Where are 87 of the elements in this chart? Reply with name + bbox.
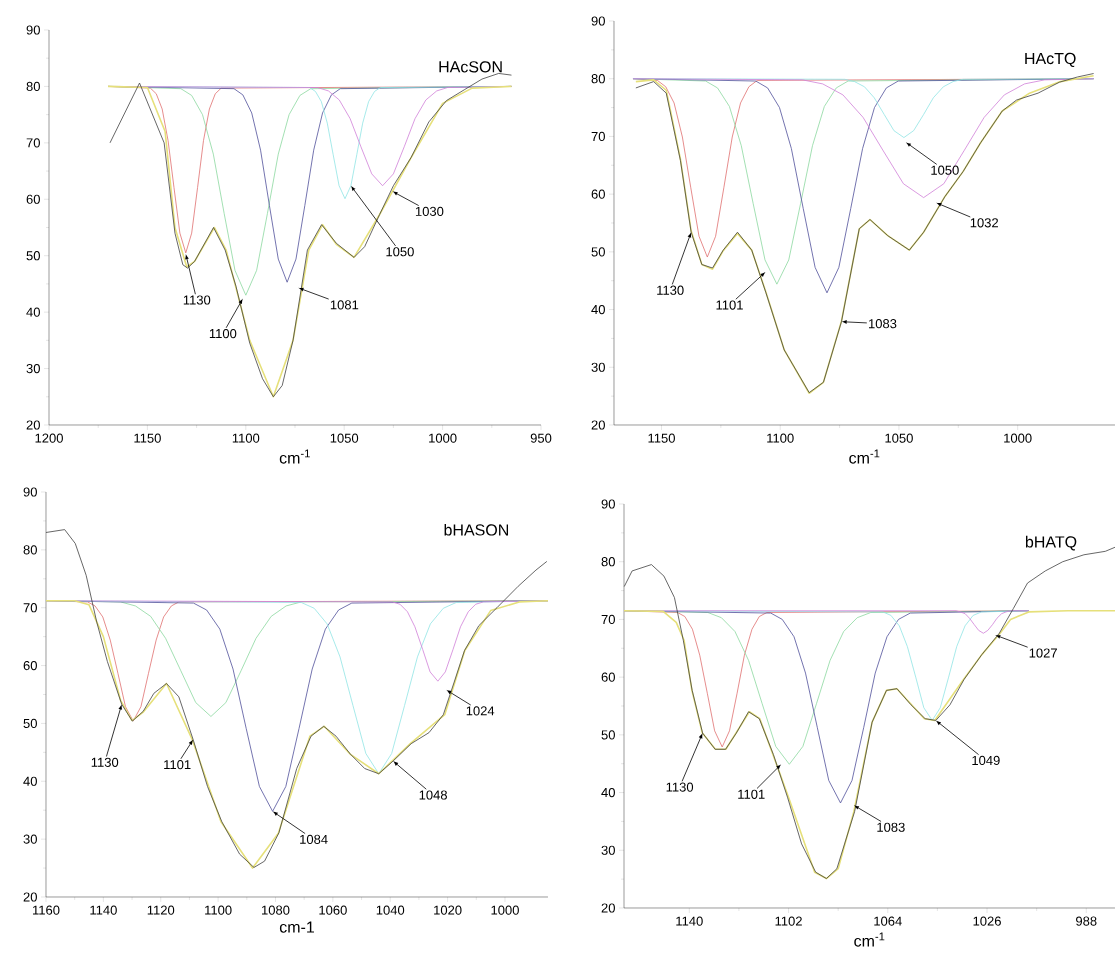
x-tick-label: 1050: [330, 433, 359, 443]
x-tick-label: 1060: [319, 905, 347, 915]
y-tick-label: 50: [23, 718, 37, 729]
x-tick-label: 1100: [205, 905, 232, 915]
x-tick-label: 988: [1076, 916, 1097, 926]
annotation: 1027: [1029, 648, 1057, 658]
annotation: 1024: [466, 706, 495, 716]
annotation: 1050: [386, 247, 414, 257]
y-tick-label: 40: [23, 776, 37, 786]
x-tick-label: 1150: [648, 433, 675, 443]
x-tick-label: 1080: [262, 905, 290, 915]
y-tick-label: 50: [26, 251, 40, 261]
x-tick-label: 1026: [973, 916, 1001, 926]
line-series: [632, 78, 1095, 198]
y-tick-label: 60: [601, 672, 615, 682]
x-axis-title: cm$^{-1}$: [849, 449, 880, 464]
line-series: [623, 609, 1116, 880]
y-tick-label: 40: [591, 304, 605, 315]
x-tick-label: 1040: [376, 905, 405, 915]
y-tick-label: 80: [591, 74, 605, 84]
x-tick-label: 1150: [134, 433, 161, 443]
annotation: 1101: [164, 760, 191, 770]
annotation: 1050: [931, 165, 959, 175]
x-tick-label: 1020: [434, 905, 462, 915]
x-tick-label: 1102: [775, 916, 802, 926]
annotation: 1083: [868, 319, 897, 329]
x-tick-label: 1200: [35, 433, 63, 443]
y-tick-label: 50: [601, 730, 615, 740]
y-tick-label: 50: [591, 247, 605, 257]
x-tick-label: 1140: [90, 905, 117, 915]
annotation: 1130: [91, 757, 119, 767]
y-tick-label: 90: [591, 16, 605, 26]
text: HAcSON: [439, 61, 502, 73]
annotation: 1130: [657, 285, 684, 295]
x-tick-label: 1100: [232, 433, 260, 443]
annotation: 1101: [738, 789, 765, 799]
y-tick-label: 60: [26, 194, 40, 204]
annotation: 1048: [419, 790, 447, 800]
y-tick-label: 20: [591, 420, 605, 430]
text: bHASON: [444, 523, 509, 536]
annotation: 1130: [666, 782, 694, 792]
y-tick-label: 90: [23, 487, 37, 497]
y-tick-label: 40: [601, 787, 615, 798]
y-tick-label: 60: [591, 189, 605, 199]
y-tick-label: 30: [591, 362, 605, 372]
y-tick-label: 70: [26, 138, 40, 148]
x-tick-label: 1140: [676, 916, 703, 926]
text: bHATQ: [1025, 535, 1077, 551]
x-axis-title: cm$^{-1}$: [854, 932, 885, 947]
y-tick-label: 30: [26, 363, 40, 374]
y-tick-label: 70: [601, 614, 615, 625]
x-axis-title: cm$^{-1}$: [279, 449, 310, 464]
y-tick-label: 90: [601, 499, 615, 509]
y-tick-label: 90: [26, 25, 40, 35]
y-tick-label: 60: [23, 660, 37, 671]
annotation: 1030: [415, 206, 444, 216]
annotation: 1101: [716, 300, 743, 310]
x-tick-label: 1000: [491, 905, 519, 915]
y-tick-label: 20: [26, 420, 40, 430]
annotation: 1084: [300, 834, 328, 844]
y-tick-label: 80: [601, 557, 615, 567]
y-tick-label: 70: [591, 131, 605, 142]
text: HAcTQ: [1025, 52, 1076, 68]
line-series: [45, 599, 549, 869]
annotation: 1032: [970, 218, 998, 228]
x-tick-label: 1100: [767, 433, 794, 443]
y-tick-label: 20: [23, 892, 37, 902]
annotation: 1081: [330, 300, 359, 310]
y-tick-label: 20: [601, 903, 615, 913]
annotation: 1049: [972, 755, 1000, 766]
y-tick-label: 30: [23, 834, 37, 844]
annotation: 1100: [209, 328, 237, 339]
annotation: 1130: [183, 295, 211, 305]
x-tick-label: 1000: [429, 433, 457, 443]
x-tick-label: 1160: [33, 905, 60, 915]
y-tick-label: 30: [601, 845, 615, 855]
y-tick-label: 70: [23, 603, 37, 613]
x-tick-label: 1050: [885, 433, 913, 443]
y-tick-label: 80: [23, 545, 37, 555]
y-tick-label: 40: [26, 307, 40, 317]
x-tick-label: 1000: [1004, 433, 1032, 443]
annotation: 1083: [877, 822, 905, 832]
x-axis-title: cm-1: [279, 921, 314, 933]
x-tick-label: 1064: [874, 916, 902, 926]
x-tick-label: 1120: [147, 905, 175, 915]
x-tick-label: 950: [530, 433, 552, 443]
y-tick-label: 80: [26, 81, 40, 92]
